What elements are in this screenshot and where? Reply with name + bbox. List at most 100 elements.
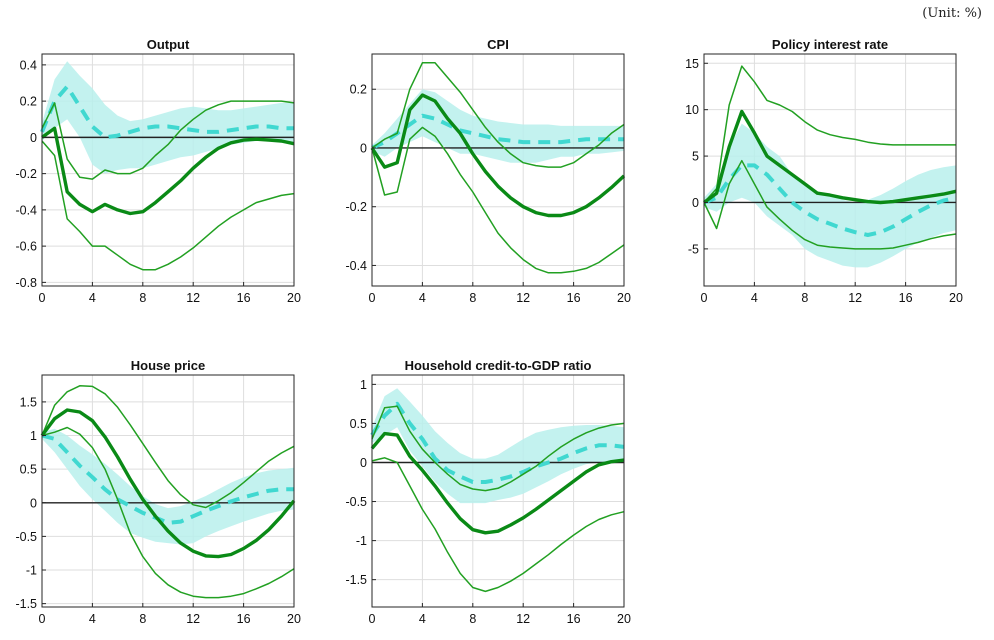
x-tick-label: 16 xyxy=(567,612,581,626)
y-tick-label: 0.4 xyxy=(20,58,37,72)
y-tick-label: -0.5 xyxy=(345,495,367,509)
y-tick-label: 0 xyxy=(360,141,367,155)
x-tick-label: 8 xyxy=(801,291,808,305)
x-tick-label: 20 xyxy=(287,291,301,305)
chart-title: Household credit-to-GDP ratio xyxy=(405,358,592,373)
x-tick-label: 20 xyxy=(617,612,631,626)
x-tick-label: 12 xyxy=(186,291,200,305)
y-tick-label: -0.5 xyxy=(15,530,37,544)
series-upper-line xyxy=(41,100,295,180)
chart-policy-interest-rate: 0 4 8 12 16 20 -5 0 5 10 15 Policy interest rate xyxy=(685,37,963,305)
x-tick-label: 16 xyxy=(899,291,913,305)
series-dashed-line xyxy=(371,113,624,150)
y-tick-label: 0 xyxy=(692,196,699,210)
x-tick-label: 8 xyxy=(469,291,476,305)
y-tick-label: -1.5 xyxy=(15,597,37,611)
x-tick-label: 0 xyxy=(39,612,46,626)
plot-frame xyxy=(41,53,295,287)
y-tick-label: 1 xyxy=(360,378,367,392)
series-dashed-line xyxy=(41,433,294,525)
x-tick-label: 12 xyxy=(186,612,200,626)
series-lower-line xyxy=(371,126,625,274)
plot-frame xyxy=(371,374,625,608)
series-median-line xyxy=(370,431,625,535)
x-tick-label: 12 xyxy=(848,291,862,305)
plot-frame xyxy=(703,53,957,287)
x-tick-label: 8 xyxy=(139,612,146,626)
y-tick-label: 10 xyxy=(685,103,699,117)
x-tick-label: 4 xyxy=(89,612,96,626)
series-median-line xyxy=(41,126,295,216)
confidence-band xyxy=(42,428,294,545)
chart-panel-output: 0 4 8 12 16 20 -0.8 -0.6 -0.4 -0.2 0 0.2 0.4 Output xyxy=(0,36,320,305)
chart-house-price: 0 4 8 12 16 20 -1.5 -1 -0.5 0 0.5 1 1.5 House price xyxy=(15,358,301,626)
y-tick-label: 0 xyxy=(360,456,367,470)
y-tick-label: -0.8 xyxy=(15,276,37,290)
series-lower-line xyxy=(41,426,295,599)
x-tick-label: 4 xyxy=(419,612,426,626)
y-tick-label: 0.2 xyxy=(20,95,37,109)
series-upper-line xyxy=(371,62,625,168)
plot-frame xyxy=(41,374,295,608)
y-tick-label: 15 xyxy=(685,57,699,71)
x-tick-label: 20 xyxy=(949,291,963,305)
x-tick-label: 16 xyxy=(237,612,251,626)
x-tick-label: 20 xyxy=(617,291,631,305)
x-tick-label: 0 xyxy=(39,291,46,305)
plot-area xyxy=(372,54,624,286)
x-tick-label: 16 xyxy=(237,291,251,305)
x-tick-label: 12 xyxy=(516,612,530,626)
y-tick-label: -1 xyxy=(26,564,37,578)
x-tick-label: 4 xyxy=(751,291,758,305)
plot-frame xyxy=(371,53,625,287)
series-upper-line xyxy=(41,385,295,509)
series-dashed-line xyxy=(703,163,957,237)
x-tick-label: 12 xyxy=(516,291,530,305)
confidence-band xyxy=(704,123,956,268)
y-tick-label: 5 xyxy=(692,150,699,164)
y-tick-label: -0.2 xyxy=(345,200,367,214)
chart-title: Policy interest rate xyxy=(772,37,888,52)
series-lower-line xyxy=(703,159,957,250)
x-tick-label: 20 xyxy=(287,612,301,626)
confidence-band xyxy=(372,388,624,504)
series-lower-line xyxy=(371,457,625,593)
y-tick-label: 0.5 xyxy=(20,463,37,477)
y-tick-label: 1.5 xyxy=(20,395,37,409)
y-tick-label: 0 xyxy=(30,496,37,510)
x-tick-label: 0 xyxy=(369,612,376,626)
unit-note: (Unit: %) xyxy=(922,6,982,21)
chart-panel-house-price: 0 4 8 12 16 20 -1.5 -1 -0.5 0 0.5 1 1.5 House price xyxy=(0,357,320,626)
y-tick-label: -1 xyxy=(356,534,367,548)
confidence-band xyxy=(42,61,294,174)
x-tick-label: 8 xyxy=(469,612,476,626)
series-upper-line xyxy=(371,405,625,492)
confidence-band xyxy=(372,89,624,163)
y-tick-label: -1.5 xyxy=(345,573,367,587)
chart-panel-cpi: 0 4 8 12 16 20 -0.4 -0.2 0 0.2 CPI xyxy=(330,36,650,305)
y-tick-label: 0 xyxy=(30,131,37,145)
chart-panel-policy-rate: 0 4 8 12 16 20 -5 0 5 10 15 Policy interest rate xyxy=(662,36,982,305)
series-dashed-line xyxy=(40,84,294,140)
chart-cpi: 0 4 8 12 16 20 -0.4 -0.2 0 0.2 CPI xyxy=(345,37,631,305)
series-lower-line xyxy=(41,140,295,271)
y-tick-label: -0.4 xyxy=(345,259,367,273)
y-tick-label: -5 xyxy=(688,242,699,256)
y-tick-label: -0.6 xyxy=(15,240,37,254)
chart-household-credit: 0 4 8 12 16 20 -1.5 -1 -0.5 0 0.5 1 Household credit… xyxy=(345,358,631,626)
x-tick-label: 0 xyxy=(369,291,376,305)
x-tick-label: 4 xyxy=(419,291,426,305)
y-tick-label: 0.2 xyxy=(350,83,367,97)
series-median-line xyxy=(370,93,626,218)
x-tick-label: 8 xyxy=(139,291,146,305)
chart-title: CPI xyxy=(487,37,509,52)
x-tick-label: 0 xyxy=(701,291,708,305)
y-tick-label: 0.5 xyxy=(350,417,367,431)
x-tick-label: 16 xyxy=(567,291,581,305)
chart-title: House price xyxy=(131,358,205,373)
x-tick-label: 4 xyxy=(89,291,96,305)
chart-title: Output xyxy=(147,37,190,52)
y-tick-label: -0.4 xyxy=(15,203,37,217)
series-median-line xyxy=(702,109,957,205)
series-upper-line xyxy=(703,65,956,204)
